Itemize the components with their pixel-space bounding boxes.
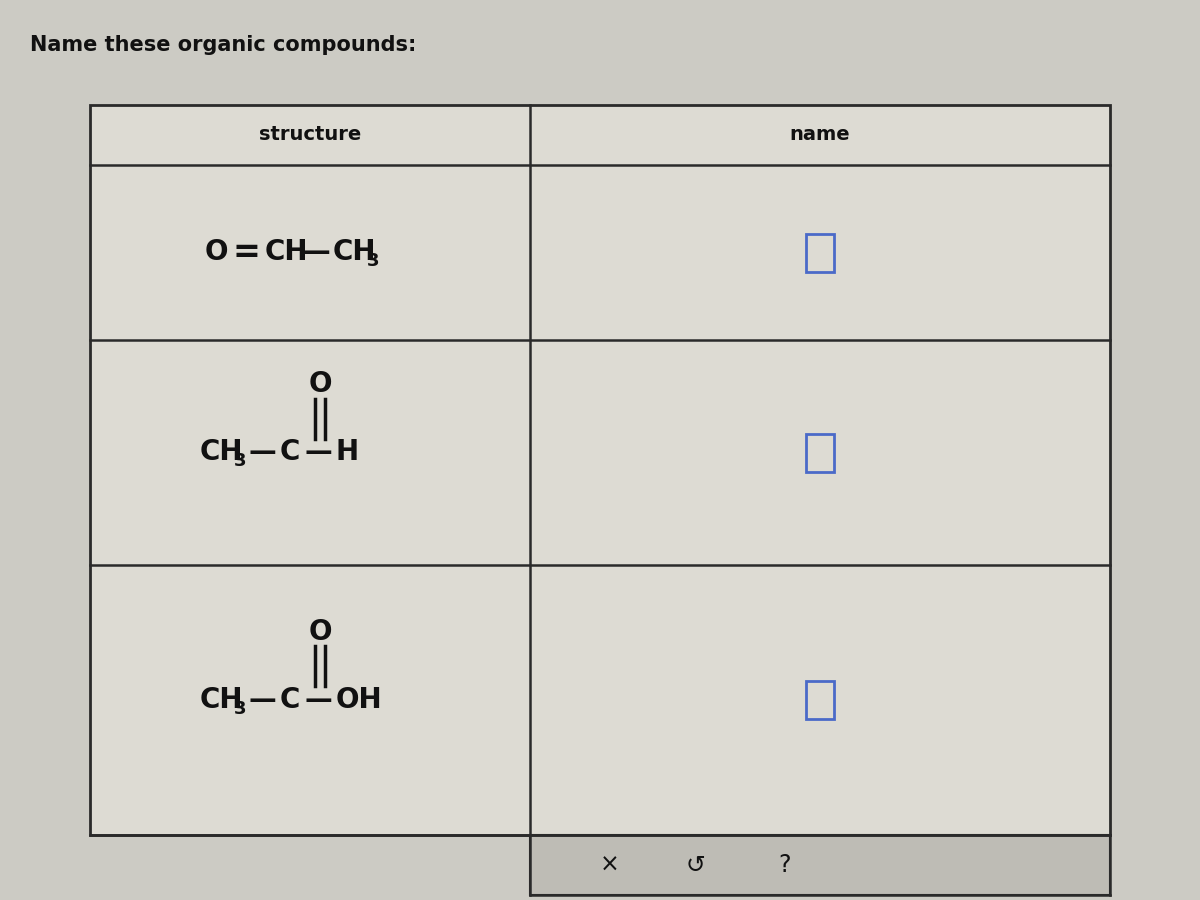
Text: CH: CH xyxy=(200,438,244,466)
Text: 3: 3 xyxy=(234,453,246,471)
Text: O: O xyxy=(308,618,331,646)
Text: O: O xyxy=(308,371,331,399)
Text: O: O xyxy=(205,238,228,266)
Text: CH: CH xyxy=(334,238,377,266)
Bar xyxy=(530,835,1110,895)
Bar xyxy=(806,681,834,719)
Text: C: C xyxy=(280,686,300,714)
Text: CH: CH xyxy=(265,238,308,266)
Text: Name these organic compounds:: Name these organic compounds: xyxy=(30,35,416,55)
Text: CH: CH xyxy=(200,686,244,714)
Text: =: = xyxy=(233,236,260,269)
Text: ?: ? xyxy=(779,853,791,877)
Text: name: name xyxy=(790,125,851,145)
Text: structure: structure xyxy=(259,125,361,145)
Bar xyxy=(806,434,834,472)
Text: OH: OH xyxy=(336,686,383,714)
Text: H: H xyxy=(336,438,359,466)
Text: —: — xyxy=(302,238,331,266)
Text: ↺: ↺ xyxy=(685,853,704,877)
Text: 3: 3 xyxy=(234,700,246,718)
Bar xyxy=(806,233,834,272)
Text: —: — xyxy=(248,686,276,714)
Text: —: — xyxy=(304,438,331,466)
Text: —: — xyxy=(248,438,276,466)
Bar xyxy=(90,105,1110,835)
Text: 3: 3 xyxy=(367,253,379,271)
Text: C: C xyxy=(280,438,300,466)
Text: ×: × xyxy=(600,853,620,877)
Text: —: — xyxy=(304,686,331,714)
